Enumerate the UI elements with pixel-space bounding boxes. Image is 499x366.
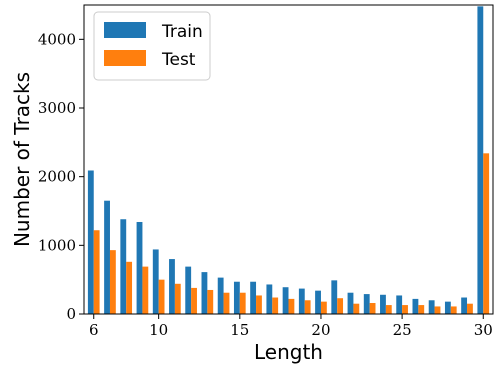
y-axis-label: Number of Tracks bbox=[10, 72, 34, 247]
y-tick-label-3000: 3000 bbox=[38, 99, 76, 117]
bar-train-17 bbox=[266, 284, 273, 314]
legend-swatch-test bbox=[104, 50, 146, 66]
bar-test-7 bbox=[109, 250, 116, 314]
bar-train-24 bbox=[380, 294, 386, 314]
bar-train-25 bbox=[396, 295, 403, 314]
y-axis-ticks: 0 1000 2000 3000 4000 bbox=[38, 30, 84, 323]
bar-train-22 bbox=[347, 292, 354, 314]
bar-train-23 bbox=[363, 294, 370, 314]
bar-test-15 bbox=[239, 292, 246, 314]
bar-train-16 bbox=[250, 281, 257, 314]
bar-train-18 bbox=[282, 287, 289, 314]
x-tick-label-10: 10 bbox=[149, 321, 168, 339]
bar-test-24 bbox=[385, 305, 392, 314]
bar-test-8 bbox=[126, 261, 133, 314]
bar-test-27 bbox=[434, 306, 441, 314]
bar-test-20 bbox=[320, 301, 327, 314]
x-tick-label-25: 25 bbox=[393, 321, 412, 339]
bar-train-13 bbox=[201, 272, 208, 314]
x-tick-label-15: 15 bbox=[230, 321, 249, 339]
bar-test-19 bbox=[304, 300, 311, 314]
x-tick-label-20: 20 bbox=[311, 321, 330, 339]
bar-train-29 bbox=[461, 297, 468, 314]
bar-train-9 bbox=[136, 221, 143, 314]
legend-label-train: Train bbox=[161, 22, 203, 42]
bar-test-6 bbox=[93, 230, 100, 314]
bar-test-25 bbox=[402, 305, 408, 314]
bar-test-28 bbox=[450, 306, 457, 314]
bar-train-21 bbox=[331, 280, 338, 314]
bar-test-23 bbox=[369, 303, 376, 314]
legend: Train Test bbox=[93, 11, 211, 81]
bar-test-30 bbox=[483, 153, 490, 314]
bar-test-10 bbox=[158, 279, 165, 314]
bar-train-7 bbox=[104, 200, 110, 314]
x-tick-label-30: 30 bbox=[474, 321, 493, 339]
bar-test-12 bbox=[191, 287, 197, 314]
bar-train-19 bbox=[298, 288, 305, 314]
bar-test-13 bbox=[207, 289, 214, 314]
x-axis-ticks: 6 10 15 20 25 30 bbox=[89, 314, 493, 339]
bar-train-14 bbox=[217, 277, 224, 314]
plot-frame bbox=[83, 4, 494, 315]
bar-test-29 bbox=[467, 303, 473, 314]
bar-train-15 bbox=[233, 281, 240, 314]
bar-train-6 bbox=[87, 170, 94, 314]
x-tick-label-6: 6 bbox=[89, 321, 99, 339]
bar-test-18 bbox=[288, 298, 295, 314]
bar-test-21 bbox=[337, 298, 344, 314]
y-tick-label-1000: 1000 bbox=[38, 236, 76, 254]
legend-swatch-train bbox=[104, 22, 146, 38]
y-tick-label-2000: 2000 bbox=[38, 168, 76, 186]
bar-train-12 bbox=[185, 266, 192, 314]
bar-test-9 bbox=[142, 266, 149, 314]
x-axis-label: Length bbox=[254, 340, 323, 364]
legend-label-test: Test bbox=[161, 50, 196, 70]
bar-test-16 bbox=[256, 295, 262, 314]
bar-train-26 bbox=[412, 298, 419, 314]
bar-test-17 bbox=[272, 297, 279, 314]
bar-test-11 bbox=[174, 283, 181, 314]
bar-train-27 bbox=[428, 300, 435, 314]
bar-test-14 bbox=[223, 292, 230, 314]
bars-group bbox=[87, 6, 490, 315]
bar-train-11 bbox=[169, 259, 175, 314]
y-tick-label-0: 0 bbox=[66, 305, 76, 323]
bar-train-10 bbox=[152, 249, 159, 314]
bar-test-26 bbox=[418, 305, 425, 314]
y-tick-label-4000: 4000 bbox=[38, 30, 76, 48]
bar-train-28 bbox=[444, 301, 451, 314]
bar-test-22 bbox=[353, 303, 360, 314]
bar-train-20 bbox=[315, 290, 321, 314]
bar-train-8 bbox=[120, 219, 127, 314]
bar-train-30 bbox=[477, 6, 484, 315]
